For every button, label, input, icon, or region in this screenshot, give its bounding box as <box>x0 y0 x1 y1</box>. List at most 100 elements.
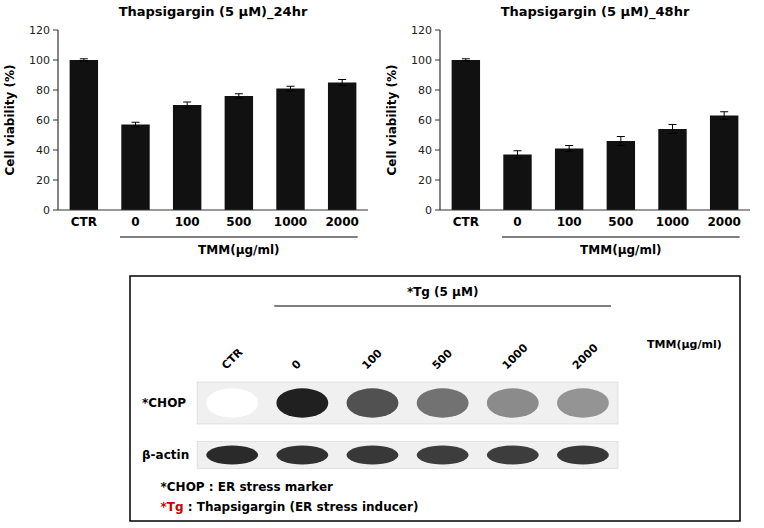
note-part: *Tg <box>161 500 184 514</box>
chart-title: Thapsigargin (5 μM)_24hr <box>119 4 308 20</box>
band <box>557 446 609 465</box>
band <box>557 388 609 417</box>
y-tick <box>53 150 58 151</box>
y-tick <box>435 210 440 211</box>
y-tick-label: 100 <box>29 54 50 67</box>
error-cap <box>617 136 625 137</box>
y-tick <box>53 60 58 61</box>
error-line <box>517 151 518 159</box>
note: *CHOP : ER stress marker <box>161 480 334 494</box>
y-tick-label: 20 <box>418 174 432 187</box>
error-bar <box>617 137 625 146</box>
x-tick-label: 2000 <box>707 215 740 229</box>
band <box>206 388 258 417</box>
y-tick-label: 20 <box>36 174 50 187</box>
lane-label: CTR <box>219 346 246 373</box>
bracket <box>274 305 611 306</box>
error-line <box>342 80 343 86</box>
error-cap <box>462 61 470 62</box>
y-tick <box>53 90 58 91</box>
error-cap <box>132 122 140 123</box>
error-bar <box>514 151 522 159</box>
y-tick <box>435 90 440 91</box>
x-tick-label: CTR <box>453 215 479 229</box>
error-bar <box>183 102 191 108</box>
blot-title: *Tg (5 μM) <box>407 285 479 299</box>
row-label: β-actin <box>142 448 189 462</box>
y-tick-label: 80 <box>418 84 432 97</box>
x-tick-label: 500 <box>608 215 633 229</box>
lane-axis-label: TMM(μg/ml) <box>647 338 722 351</box>
band <box>347 446 399 465</box>
chart-title: Thapsigargin (5 μM)_48hr <box>501 4 690 20</box>
band <box>417 388 469 417</box>
error-bar <box>235 94 243 99</box>
lane-label: 100 <box>359 346 385 372</box>
x-tick-label: 100 <box>557 215 582 229</box>
bar <box>121 125 149 211</box>
error-line <box>620 137 621 146</box>
y-axis <box>439 30 440 210</box>
error-bar <box>287 86 295 91</box>
bar <box>452 60 480 210</box>
error-bar <box>338 80 346 86</box>
error-bar <box>462 59 470 61</box>
x-tick-label: 1000 <box>656 215 689 229</box>
error-cap <box>80 61 88 62</box>
bar <box>503 155 531 211</box>
y-tick <box>435 120 440 121</box>
figure: Thapsigargin (5 μM)_24hr Cell viability (… <box>0 0 764 528</box>
error-cap <box>617 145 625 146</box>
band <box>347 388 399 417</box>
error-cap <box>287 86 295 87</box>
error-cap <box>80 58 88 59</box>
error-bar <box>669 125 677 134</box>
y-tick <box>435 150 440 151</box>
lane-label: 500 <box>430 346 456 372</box>
x-axis <box>58 209 368 210</box>
y-tick <box>53 180 58 181</box>
error-cap <box>565 145 573 146</box>
y-tick-label: 60 <box>418 114 432 127</box>
error-cap <box>720 119 728 120</box>
x-axis-label: TMM(μg/ml) <box>198 243 279 257</box>
y-axis <box>57 30 58 210</box>
error-cap <box>235 98 243 99</box>
error-cap <box>514 158 522 159</box>
x-tick-label: 1000 <box>274 215 307 229</box>
band <box>276 388 328 417</box>
x-tick-label: 100 <box>175 215 200 229</box>
y-tick <box>53 210 58 211</box>
y-tick-label: 40 <box>36 144 50 157</box>
bar <box>276 89 304 211</box>
error-bar <box>565 146 573 152</box>
error-cap <box>514 150 522 151</box>
error-cap <box>669 133 677 134</box>
x-axis-label: TMM(μg/ml) <box>580 243 661 257</box>
bar <box>70 60 98 210</box>
lane-label: 2000 <box>570 341 601 372</box>
error-cap <box>287 90 295 91</box>
error-cap <box>132 126 140 127</box>
bracket <box>120 236 358 237</box>
y-tick <box>435 60 440 61</box>
error-cap <box>565 151 573 152</box>
x-tick-label: 0 <box>513 215 521 229</box>
note: *Tg : Thapsigargin (ER stress inducer) <box>161 500 419 514</box>
error-line <box>290 86 291 91</box>
y-tick-label: 80 <box>36 84 50 97</box>
bar <box>658 129 686 210</box>
bar-chart: Thapsigargin (5 μM)_48hrCell viability (… <box>385 4 750 257</box>
error-line <box>724 112 725 120</box>
error-bar <box>80 59 88 61</box>
row-label: *CHOP <box>142 396 186 410</box>
y-tick-label: 120 <box>411 24 432 37</box>
y-axis-label: Cell viability (%) <box>3 64 17 175</box>
lane-background <box>197 442 618 469</box>
error-bar <box>132 122 140 127</box>
error-bar <box>720 112 728 120</box>
band <box>487 446 539 465</box>
y-tick-label: 0 <box>425 204 432 217</box>
bar <box>710 116 738 211</box>
y-tick-label: 60 <box>36 114 50 127</box>
